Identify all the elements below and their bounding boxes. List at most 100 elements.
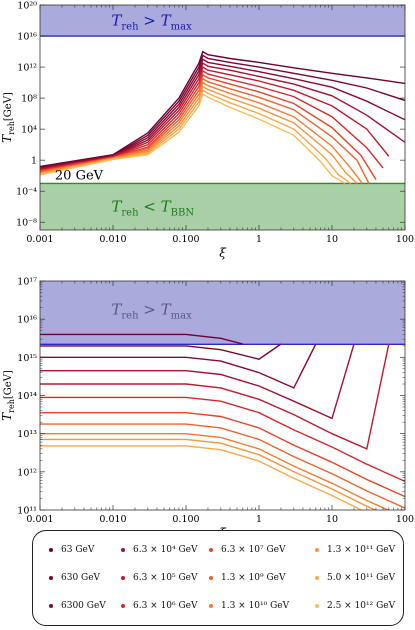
- x-tick-label: 0.010: [99, 514, 126, 525]
- legend-item: 6.3 × 10⁶ GeV: [121, 601, 198, 611]
- series-line-10: [40, 85, 358, 184]
- region-label-below: Treh < TBBN: [111, 198, 194, 219]
- series-line-1: [40, 50, 405, 168]
- legend-marker: [209, 604, 213, 608]
- x-tick-label: 10: [326, 234, 338, 245]
- series-line-5: [40, 343, 390, 450]
- legend-item: 1.3 × 10¹¹ GeV: [315, 545, 395, 555]
- series-line-2: [40, 343, 282, 360]
- series-line-4: [40, 62, 405, 170]
- chart-canvas: 0.001 0.010 0.100 1 10 100 10⁻⁸ 10⁻⁴ 1 10⁴ 10⁸ 10¹²…: [0, 1, 414, 531]
- y-tick-label: 10¹⁴: [17, 391, 37, 402]
- series-line-12: [40, 93, 346, 185]
- legend-marker: [121, 576, 125, 580]
- legend-label: 5.0 × 10¹¹ GeV: [327, 573, 396, 583]
- legend-item: 6300 GeV: [49, 601, 106, 611]
- series-line-1: [40, 333, 243, 345]
- legend-label: 6300 GeV: [61, 601, 106, 611]
- y-tick-label: 10⁴: [21, 125, 37, 136]
- legend-item: 6.3 × 10⁴ GeV: [121, 545, 198, 555]
- legend-marker: [315, 548, 319, 552]
- series-line-6: [40, 69, 384, 171]
- panel-1: 0.001 0.010 0.100 1 10 100 10⁻⁸ 10⁻⁴ 1 10⁴ 10⁸ 10¹²…: [0, 1, 414, 261]
- y-tick-label: 10¹⁶: [17, 315, 37, 326]
- legend-item: 1.3 × 10¹⁰ GeV: [209, 601, 289, 611]
- series-line-7: [40, 73, 377, 180]
- x-tick-label: 0.001: [26, 514, 53, 525]
- x-tick-label: 0.100: [172, 234, 199, 245]
- legend-item: 630 GeV: [49, 573, 100, 583]
- x-tick-label: 10: [326, 514, 338, 525]
- legend: 63 GeV 630 GeV 6300 GeV 6.3 × 10⁴ GeV 6.3 × …: [32, 530, 404, 626]
- y-tick-label: 10⁻⁴: [16, 187, 37, 198]
- legend-label: 63 GeV: [61, 545, 95, 555]
- y-tick-label: 10¹⁶: [17, 32, 37, 43]
- legend-marker: [121, 604, 125, 608]
- y-tick-label: 10¹¹: [17, 506, 37, 517]
- x-axis-label: ξ: [219, 246, 227, 260]
- y-axis-label: Treh[GeV]: [0, 370, 16, 421]
- x-tick-label: 0.100: [172, 514, 199, 525]
- legend-item: 6.3 × 10⁷ GeV: [209, 545, 286, 555]
- y-tick-label: 10¹⁷: [17, 277, 37, 288]
- x-tick-label: 100: [396, 234, 414, 245]
- legend-label: 630 GeV: [61, 573, 101, 583]
- legend-label: 1.3 × 10¹⁰ GeV: [221, 601, 290, 611]
- legend-label: 6.3 × 10⁷ GeV: [221, 545, 286, 555]
- legend-label: 2.5 × 10¹² GeV: [327, 601, 396, 611]
- legend-item: 1.3 × 10⁹ GeV: [209, 573, 286, 583]
- x-tick-label: 100: [396, 514, 414, 525]
- y-tick-label: 1: [31, 156, 37, 167]
- series-line-7: [40, 412, 405, 498]
- legend-marker: [315, 576, 319, 580]
- legend-marker: [315, 604, 319, 608]
- legend-item: 6.3 × 10⁵ GeV: [121, 573, 198, 583]
- x-tick-label: 0.010: [99, 234, 126, 245]
- y-tick-label: 10¹⁵: [17, 353, 37, 364]
- legend-label: 6.3 × 10⁶ GeV: [133, 601, 198, 611]
- y-tick-label: 10⁻⁸: [16, 218, 37, 229]
- legend-item: 5.0 × 10¹¹ GeV: [315, 573, 395, 583]
- legend-item: 2.5 × 10¹² GeV: [315, 601, 395, 611]
- legend-marker: [121, 548, 125, 552]
- legend-item: 63 GeV: [49, 545, 94, 555]
- series-line-6: [40, 396, 405, 483]
- legend-label: 1.3 × 10⁹ GeV: [221, 573, 286, 583]
- legend-marker: [209, 548, 213, 552]
- y-axis-label: Treh[GeV]: [0, 92, 16, 143]
- series-line-8: [40, 423, 405, 509]
- legend-marker: [209, 576, 213, 580]
- series-line-8: [40, 77, 370, 184]
- x-tick-label: 1: [256, 514, 262, 525]
- y-tick-label: 10¹²: [17, 63, 37, 74]
- series-line-3: [40, 343, 317, 389]
- legend-marker: [49, 548, 53, 552]
- legend-marker: [49, 604, 53, 608]
- band-below: [40, 183, 405, 230]
- series-line-2: [40, 54, 405, 168]
- legend-label: 6.3 × 10⁵ GeV: [133, 573, 198, 583]
- annotation-note: 20 GeV: [55, 169, 104, 184]
- plot-frame: [39, 4, 406, 231]
- series-line-5: [40, 66, 390, 171]
- series-line-9: [40, 81, 363, 184]
- series-line-10: [40, 438, 377, 510]
- region-label-above: Treh > Tmax: [111, 300, 192, 321]
- x-tick-label: 1: [256, 234, 262, 245]
- series-line-11: [40, 89, 352, 184]
- y-tick-label: 10²⁰: [17, 1, 37, 12]
- x-tick-label: 0.001: [26, 234, 53, 245]
- legend-marker: [49, 576, 53, 580]
- y-tick-label: 10¹²: [17, 467, 37, 478]
- band-above: [40, 5, 405, 37]
- y-tick-label: 10¹³: [17, 429, 37, 440]
- legend-label: 6.3 × 10⁴ GeV: [133, 545, 198, 555]
- series-line-4: [40, 343, 355, 420]
- x-axis-label: ξ: [219, 526, 227, 530]
- legend-label: 1.3 × 10¹¹ GeV: [327, 545, 396, 555]
- series-line-9: [40, 433, 390, 510]
- series-line-3: [40, 58, 405, 169]
- series-line-11: [40, 445, 363, 510]
- y-tick-label: 10⁸: [21, 94, 37, 105]
- panel-2: 0.001 0.010 0.100 1 10 100 10¹¹ 10¹² 10¹³ 10¹⁴ 10¹…: [0, 277, 414, 531]
